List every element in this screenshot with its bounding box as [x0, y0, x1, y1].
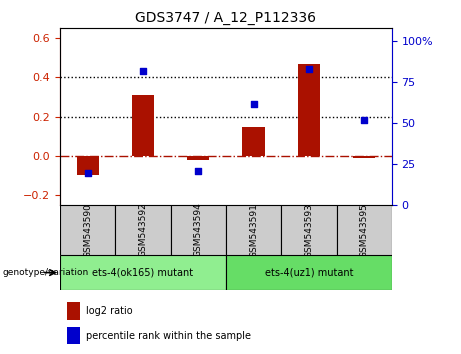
FancyBboxPatch shape: [60, 205, 115, 255]
Text: GSM543595: GSM543595: [360, 202, 369, 258]
Text: percentile rank within the sample: percentile rank within the sample: [87, 331, 252, 341]
Text: ets-4(uz1) mutant: ets-4(uz1) mutant: [265, 268, 353, 278]
Text: log2 ratio: log2 ratio: [87, 306, 133, 316]
FancyBboxPatch shape: [281, 205, 337, 255]
FancyBboxPatch shape: [226, 205, 281, 255]
Text: GSM543592: GSM543592: [138, 203, 148, 257]
Bar: [132, 95, 154, 156]
Bar: [66, 302, 80, 320]
Bar: [353, 156, 375, 158]
Text: GSM543593: GSM543593: [304, 202, 313, 258]
Text: GSM543594: GSM543594: [194, 203, 203, 257]
Text: GSM543590: GSM543590: [83, 202, 92, 258]
Text: ets-4(ok165) mutant: ets-4(ok165) mutant: [92, 268, 194, 278]
FancyBboxPatch shape: [226, 255, 392, 290]
Point: [139, 68, 147, 74]
Title: GDS3747 / A_12_P112336: GDS3747 / A_12_P112336: [136, 11, 316, 24]
Bar: [77, 156, 99, 175]
Bar: [187, 156, 209, 160]
Bar: [66, 327, 80, 344]
Point: [305, 67, 313, 72]
Text: GSM543591: GSM543591: [249, 202, 258, 258]
Point: [250, 101, 257, 107]
Bar: [298, 64, 320, 156]
FancyBboxPatch shape: [115, 205, 171, 255]
Text: genotype/variation: genotype/variation: [3, 268, 89, 277]
Point: [195, 168, 202, 174]
FancyBboxPatch shape: [60, 255, 226, 290]
Bar: [242, 127, 265, 156]
FancyBboxPatch shape: [171, 205, 226, 255]
Point: [84, 170, 91, 175]
FancyBboxPatch shape: [337, 205, 392, 255]
Point: [361, 117, 368, 123]
